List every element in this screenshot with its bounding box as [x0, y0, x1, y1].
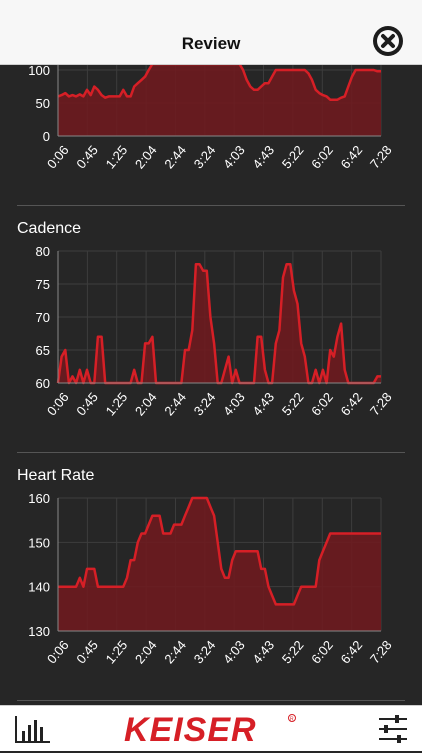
y-tick-label: 100	[28, 63, 50, 78]
y-tick-label: 70	[36, 310, 50, 325]
y-tick-label: 75	[36, 277, 50, 292]
sliders-icon	[379, 715, 407, 743]
x-tick-label: 7:28	[367, 637, 395, 666]
series-area	[58, 64, 381, 136]
x-tick-label: 5:22	[279, 637, 307, 666]
x-tick-label: 3:24	[191, 637, 219, 666]
y-tick-label: 130	[28, 624, 50, 639]
y-tick-label: 160	[28, 491, 50, 506]
divider	[17, 700, 405, 701]
series-area	[58, 264, 381, 383]
x-tick-label: 2:04	[132, 637, 160, 666]
close-button[interactable]	[372, 25, 404, 57]
x-tick-label: 6:02	[308, 637, 336, 666]
x-tick-label: 4:43	[249, 637, 277, 666]
stats-button[interactable]	[14, 714, 52, 744]
logo-text: KEISER	[124, 711, 257, 748]
y-tick-label: 150	[28, 535, 50, 550]
chart-title-cadence: Cadence	[17, 220, 82, 237]
x-tick-label: 4:03	[220, 637, 248, 666]
x-tick-label: 2:44	[161, 637, 189, 666]
settings-button[interactable]	[377, 714, 409, 744]
tab-bar: KEISER R	[0, 705, 422, 751]
heart-rate-chart: 130 140 150 160 0:06 0:45 1:25 2:04 2:44 3:24 4:03…	[28, 491, 395, 666]
bar-chart-icon	[15, 716, 50, 743]
y-tick-label: 140	[28, 580, 50, 595]
nav-header: Review	[0, 0, 422, 65]
y-tick-label: 50	[36, 96, 50, 111]
divider	[17, 205, 405, 206]
x-tick-label: 0:45	[73, 637, 101, 666]
y-tick-label: 0	[43, 129, 50, 144]
x-tick-label: 1:25	[103, 637, 131, 666]
x-tick-label: 6:42	[338, 637, 366, 666]
y-tick-label: 65	[36, 343, 50, 358]
keiser-logo: KEISER R	[122, 708, 298, 749]
page-title: Review	[181, 34, 241, 53]
chart-title-heart-rate: Heart Rate	[17, 467, 95, 484]
y-tick-label: 80	[36, 244, 50, 259]
x-tick-label: 0:06	[44, 637, 72, 666]
series-line	[58, 496, 381, 606]
divider	[17, 452, 405, 453]
svg-text:R: R	[290, 717, 294, 723]
y-tick-label: 60	[36, 376, 50, 391]
close-circle-icon	[373, 26, 403, 56]
